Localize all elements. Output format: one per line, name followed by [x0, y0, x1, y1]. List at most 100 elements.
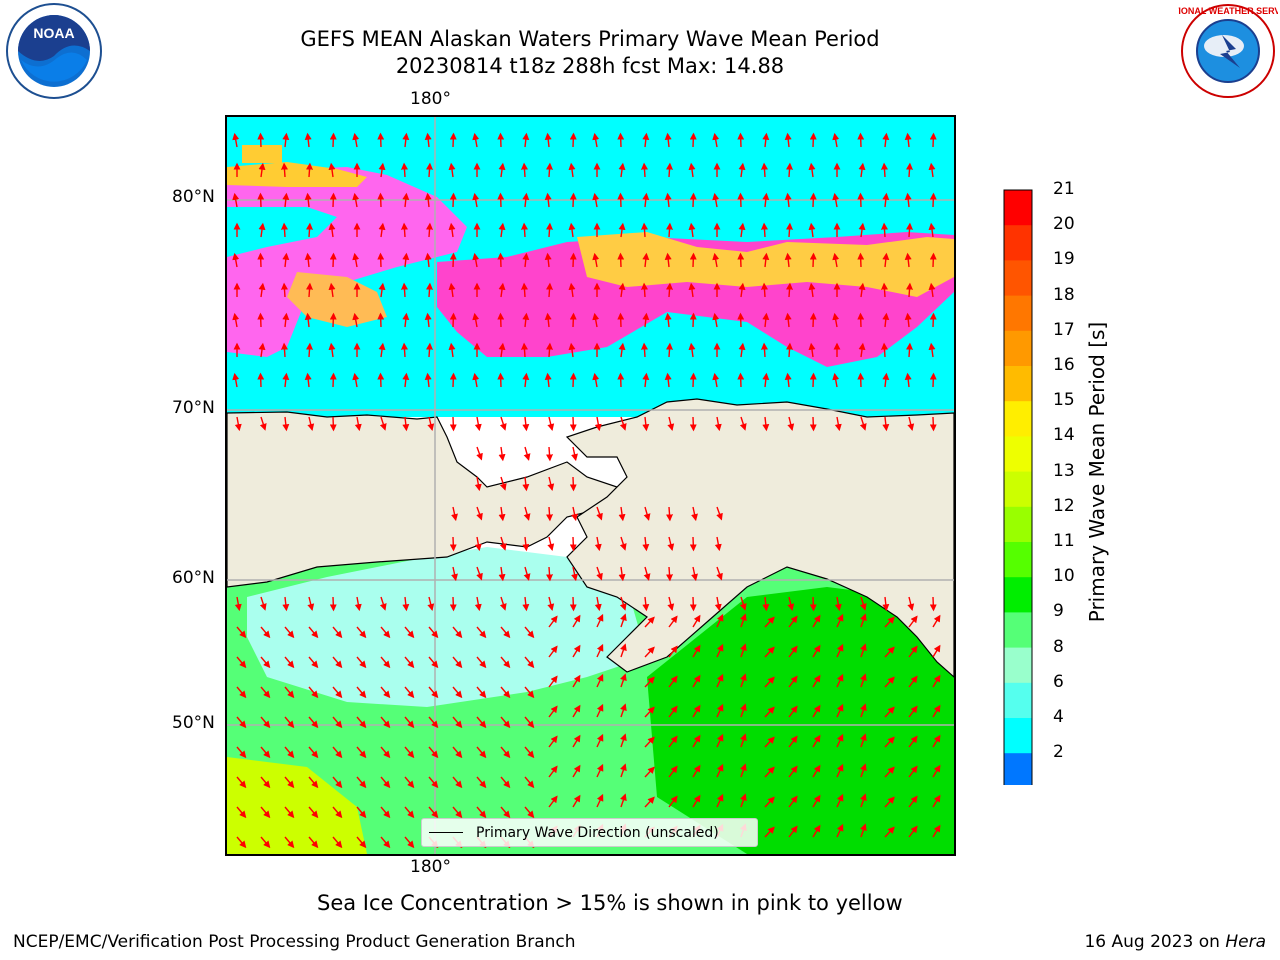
wave-arrow — [472, 252, 480, 268]
wave-arrow — [617, 312, 625, 328]
wave-arrow — [716, 793, 724, 808]
wave-arrow — [426, 342, 434, 358]
wave-arrow — [378, 282, 386, 298]
wave-arrow — [904, 372, 912, 388]
wave-arrow — [308, 806, 319, 819]
wave-arrow — [760, 342, 768, 358]
wave-arrow — [332, 686, 343, 699]
wave-arrow — [308, 746, 319, 759]
wave-arrow — [524, 776, 535, 789]
sea-ice-upper-left — [227, 167, 467, 357]
wave-arrow — [378, 222, 386, 238]
wave-arrow — [714, 536, 722, 552]
wave-arrow — [306, 222, 314, 238]
wave-arrow — [546, 162, 554, 178]
wave-arrow — [332, 836, 343, 849]
lat-label-70n: 70°N — [172, 398, 215, 418]
wave-arrow — [522, 132, 530, 148]
map-panel — [225, 115, 956, 856]
wave-arrow — [548, 645, 558, 658]
wave-arrow — [524, 626, 535, 639]
wave-arrow — [788, 615, 798, 628]
wave-arrow — [932, 614, 941, 628]
wave-arrow — [812, 614, 821, 628]
wave-arrow — [618, 162, 626, 178]
wave-arrow — [284, 716, 295, 729]
colorbar-segment — [1004, 542, 1032, 578]
wave-arrow — [908, 795, 918, 808]
wave-arrow — [716, 566, 723, 581]
wave-arrow — [932, 704, 941, 718]
wave-arrow — [428, 656, 439, 669]
wave-arrow — [812, 824, 821, 838]
wave-arrow — [404, 776, 415, 789]
wave-arrow — [788, 675, 798, 688]
wave-arrow — [904, 192, 912, 208]
wave-arrow — [618, 342, 626, 358]
wave-arrow — [548, 615, 558, 628]
wave-arrow — [929, 596, 937, 612]
wave-arrow — [596, 506, 603, 521]
wave-arrow — [402, 192, 410, 208]
colorbar-segment — [1004, 506, 1032, 543]
wave-arrow — [904, 132, 912, 148]
wave-arrow — [546, 342, 554, 358]
wave-arrow — [232, 252, 240, 268]
wave-arrow — [524, 746, 535, 759]
wave-arrow — [497, 252, 505, 268]
legend-line-sample — [429, 832, 463, 833]
wave-arrow — [257, 132, 265, 148]
wave-arrow — [404, 626, 415, 639]
wave-arrow — [500, 806, 511, 819]
colorbar-tick-label: 14 — [1053, 425, 1075, 446]
bering-sea — [247, 547, 647, 707]
wave-arrow — [762, 192, 770, 208]
wave-arrow — [569, 192, 577, 208]
wave-arrow — [668, 765, 678, 778]
wave-arrow — [449, 312, 457, 328]
wave-arrow — [258, 342, 266, 358]
wave-arrow — [427, 416, 435, 431]
wave-arrow — [332, 626, 343, 639]
wave-arrow — [884, 706, 895, 718]
wave-arrow — [356, 746, 367, 759]
wave-arrow — [692, 794, 701, 808]
wave-arrow — [380, 686, 391, 699]
wave-arrow — [354, 596, 362, 612]
wave-arrow — [884, 646, 895, 658]
wave-arrow — [428, 746, 439, 759]
wave-arrow — [572, 764, 581, 778]
footer-date-text: 16 Aug 2023 on — [1084, 932, 1226, 952]
wave-arrow — [449, 536, 457, 552]
colorbar-segment — [1004, 225, 1032, 261]
wave-arrow — [906, 342, 914, 358]
wave-arrow — [809, 596, 817, 612]
wave-arrow — [860, 643, 867, 658]
wave-arrow — [356, 626, 367, 639]
wave-arrow — [380, 746, 391, 759]
wave-arrow — [404, 656, 415, 669]
wave-arrow — [836, 823, 844, 838]
wave-arrow — [834, 596, 842, 612]
wave-arrow — [836, 613, 844, 628]
wave-arrow — [380, 806, 391, 819]
wave-arrow — [832, 132, 840, 148]
wave-arrow — [737, 192, 745, 208]
wave-arrow — [832, 372, 840, 388]
wave-arrow — [524, 716, 535, 729]
nws-logo: NATIONAL WEATHER SERVICE — [1178, 4, 1278, 98]
wave-arrow — [472, 372, 480, 388]
wave-arrow — [304, 372, 312, 388]
wave-arrow — [689, 132, 697, 148]
wave-arrow — [569, 132, 577, 148]
wave-arrow — [884, 676, 895, 688]
wave-arrow — [306, 162, 314, 178]
wave-arrow — [808, 282, 816, 298]
wave-arrow — [500, 716, 511, 729]
wave-arrow — [426, 162, 434, 178]
wave-arrow — [714, 596, 722, 612]
wave-arrow — [569, 372, 577, 388]
wave-arrow — [449, 192, 457, 208]
wave-arrow — [307, 416, 315, 431]
wave-arrow — [809, 416, 817, 432]
